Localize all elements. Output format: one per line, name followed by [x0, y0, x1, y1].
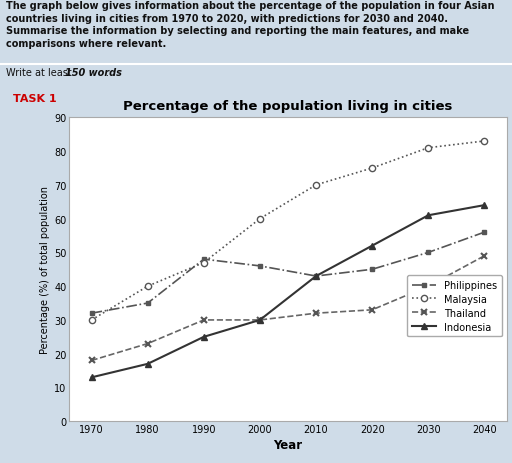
Malaysia: [201, 260, 207, 266]
Malaysia: [425, 145, 432, 151]
Philippines: [201, 257, 207, 263]
Y-axis label: Percentage (%) of total population: Percentage (%) of total population: [40, 186, 50, 354]
Malaysia: [481, 139, 487, 144]
Thailand: [425, 284, 432, 289]
Thailand: [144, 341, 151, 347]
Malaysia: [89, 318, 95, 323]
Indonesia: [481, 203, 487, 208]
Text: 150 words: 150 words: [65, 69, 122, 78]
Title: Percentage of the population living in cities: Percentage of the population living in c…: [123, 100, 453, 113]
Malaysia: [313, 183, 319, 188]
Philippines: [89, 311, 95, 316]
Text: The graph below gives information about the percentage of the population in four: The graph below gives information about …: [6, 1, 495, 49]
Indonesia: [369, 244, 375, 249]
Thailand: [89, 358, 95, 363]
Philippines: [144, 300, 151, 306]
X-axis label: Year: Year: [273, 438, 303, 451]
Philippines: [369, 267, 375, 272]
Philippines: [481, 230, 487, 235]
Line: Indonesia: Indonesia: [89, 202, 487, 381]
Indonesia: [144, 361, 151, 367]
Indonesia: [89, 375, 95, 380]
Line: Philippines: Philippines: [89, 230, 487, 316]
Indonesia: [201, 334, 207, 340]
Malaysia: [257, 216, 263, 222]
Thailand: [257, 318, 263, 323]
Thailand: [313, 311, 319, 316]
Indonesia: [313, 274, 319, 279]
Text: Write at least: Write at least: [6, 69, 75, 78]
Line: Malaysia: Malaysia: [89, 138, 487, 323]
Line: Thailand: Thailand: [88, 253, 488, 364]
Malaysia: [369, 166, 375, 171]
Thailand: [369, 307, 375, 313]
Malaysia: [144, 284, 151, 289]
Thailand: [481, 253, 487, 259]
Indonesia: [257, 318, 263, 323]
Philippines: [257, 263, 263, 269]
Legend: Philippines, Malaysia, Thailand, Indonesia: Philippines, Malaysia, Thailand, Indones…: [407, 275, 502, 337]
Thailand: [201, 318, 207, 323]
Text: TASK 1: TASK 1: [13, 94, 56, 104]
Philippines: [313, 274, 319, 279]
Text: .: .: [106, 69, 109, 78]
Indonesia: [425, 213, 432, 219]
Philippines: [425, 250, 432, 256]
